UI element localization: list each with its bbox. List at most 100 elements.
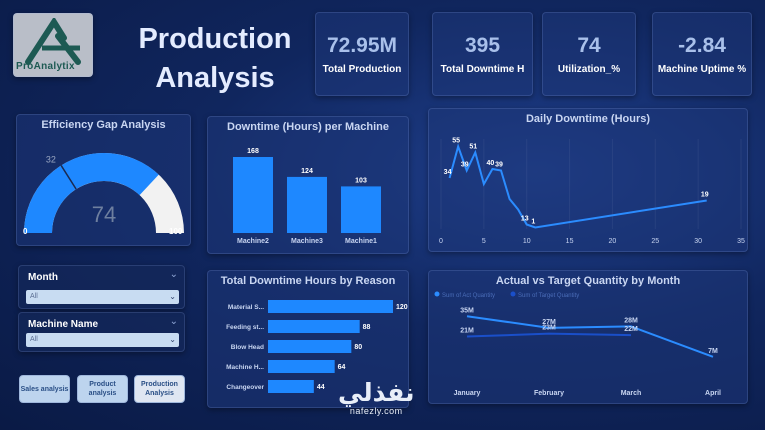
x-category-label: April: [705, 390, 721, 397]
x-tick-label: 15: [566, 238, 574, 245]
kpi-utilization: 74 Utilization_%: [542, 12, 636, 96]
nav-button-label: Production Analysis: [141, 381, 178, 397]
kpi-label: Total Production: [322, 63, 402, 75]
x-category-label: February: [534, 390, 564, 397]
kpi-value: -2.84: [678, 33, 726, 57]
x-tick-label: 5: [482, 238, 486, 245]
bar-machine2: [233, 157, 273, 233]
gauge-value: 74: [92, 202, 116, 227]
kpi-value: 74: [577, 33, 601, 57]
point-label: 7M: [708, 348, 718, 355]
dropdown-arrow-icon[interactable]: ⌄: [169, 292, 176, 301]
gauge-min-label: 0: [23, 227, 28, 236]
category-label: Material S...: [228, 304, 264, 311]
category-label: Machine H...: [226, 364, 264, 371]
data-label: 88: [363, 324, 371, 331]
category-label: Machine1: [345, 238, 377, 245]
page-title: Production Analysis: [110, 20, 320, 98]
bar-reason: [268, 360, 335, 373]
point-label: 13: [521, 216, 529, 223]
bar-reason: [268, 300, 393, 313]
machine-dropdown[interactable]: All ⌄: [26, 333, 179, 347]
gauge-title: Efficiency Gap Analysis: [41, 119, 166, 131]
x-tick-label: 10: [523, 238, 531, 245]
chevron-down-icon[interactable]: ⌄: [169, 316, 178, 327]
category-label: Feeding st...: [226, 324, 264, 331]
x-category-label: January: [454, 390, 481, 397]
nav-sales-analysis-button[interactable]: Sales analysis: [19, 375, 70, 403]
point-label: 19: [701, 192, 709, 199]
gauge-max-label: 100: [169, 227, 183, 236]
x-tick-label: 20: [609, 238, 617, 245]
logo-brand-text: ProAnalytix: [16, 61, 75, 72]
chevron-down-icon[interactable]: ⌄: [169, 269, 178, 280]
bar-machine1: [341, 186, 381, 233]
data-label: 120: [396, 304, 408, 311]
gauge-chart: 32 74 0 100: [23, 153, 184, 236]
quantity-card: Actual vs Target Quantity by Month Sum o…: [428, 270, 748, 404]
machine-bar-chart: 168 Machine2 124 Machine3 103 Machine1: [233, 148, 381, 245]
gauge-target-label: 32: [46, 154, 56, 164]
point-label: 51: [469, 144, 477, 151]
chart-title: Actual vs Target Quantity by Month: [495, 275, 681, 287]
page-title-line1: Production: [138, 23, 292, 55]
data-label: 168: [247, 148, 259, 155]
kpi-label: Machine Uptime %: [657, 63, 747, 75]
legend-label: Sum of Act Quantity: [442, 293, 495, 299]
point-label: 39: [495, 162, 503, 169]
data-label: 124: [301, 168, 313, 175]
x-tick-label: 30: [694, 238, 702, 245]
x-tick-label: 0: [439, 238, 443, 245]
chart-title: Daily Downtime (Hours): [525, 113, 651, 125]
nav-production-analysis-button[interactable]: Production Analysis: [134, 375, 185, 403]
point-label: 1: [531, 219, 535, 226]
category-label: Machine3: [291, 238, 323, 245]
legend-label: Sum of Target Quantity: [518, 293, 579, 299]
data-label: 44: [317, 384, 325, 391]
kpi-value: 72.95M: [326, 33, 398, 57]
legend-marker-target: [510, 291, 516, 297]
watermark-latin: nafezly.com: [349, 406, 403, 416]
category-label: Blow Head: [231, 344, 264, 351]
point-label: 23M: [542, 325, 556, 332]
point-label: 39: [461, 162, 469, 169]
bar-reason: [268, 380, 314, 393]
point-label: 55: [452, 138, 460, 145]
point-label: 22M: [624, 326, 638, 333]
nav-product-analysis-button[interactable]: Product analysis: [77, 375, 128, 403]
reason-bar-chart: Material S... 120 Feeding st... 88 Blow Head…: [226, 300, 408, 393]
month-dropdown[interactable]: All ⌄: [26, 290, 179, 304]
series-line-1: [466, 332, 632, 338]
data-label: 80: [354, 344, 362, 351]
bar-reason: [268, 320, 360, 333]
logo-mark-icon: [25, 18, 81, 65]
category-label: Machine2: [237, 238, 269, 245]
x-category-label: March: [621, 390, 642, 397]
point-label: 28M: [624, 317, 638, 324]
point-label: 35M: [460, 307, 474, 314]
slicer-month[interactable]: Month ⌄ All ⌄: [18, 265, 185, 309]
nav-button-label: Product analysis: [88, 381, 117, 397]
nav-button-label: Sales analysis: [20, 385, 69, 393]
dropdown-arrow-icon[interactable]: ⌄: [169, 335, 176, 344]
page-title-line2: Analysis: [155, 62, 275, 94]
company-logo: ProAnalytix: [13, 13, 93, 77]
point-label: 34: [444, 169, 452, 176]
reason-downtime-card: Total Downtime Hours by Reason Material …: [207, 270, 409, 408]
bar-reason: [268, 340, 352, 353]
bar-machine3: [287, 176, 327, 233]
point-label: 21M: [460, 328, 474, 335]
x-tick-label: 35: [737, 238, 745, 245]
kpi-label: Utilization_%: [557, 63, 621, 75]
kpi-machine-uptime: -2.84 Machine Uptime %: [652, 12, 752, 96]
dropdown-value: All: [30, 336, 38, 343]
data-label: 64: [338, 364, 346, 371]
chart-title: Downtime (Hours) per Machine: [227, 121, 389, 133]
quantity-line-chart: Sum of Act Quantity Sum of Target Quantit…: [434, 291, 721, 397]
data-label: 103: [355, 177, 367, 184]
legend-marker-act: [434, 291, 440, 297]
gauge-target-marker: [60, 165, 77, 190]
nafezly-watermark: نفذلي nafezly.com: [338, 380, 415, 417]
slicer-machine-name[interactable]: Machine Name ⌄ All ⌄: [18, 312, 185, 352]
